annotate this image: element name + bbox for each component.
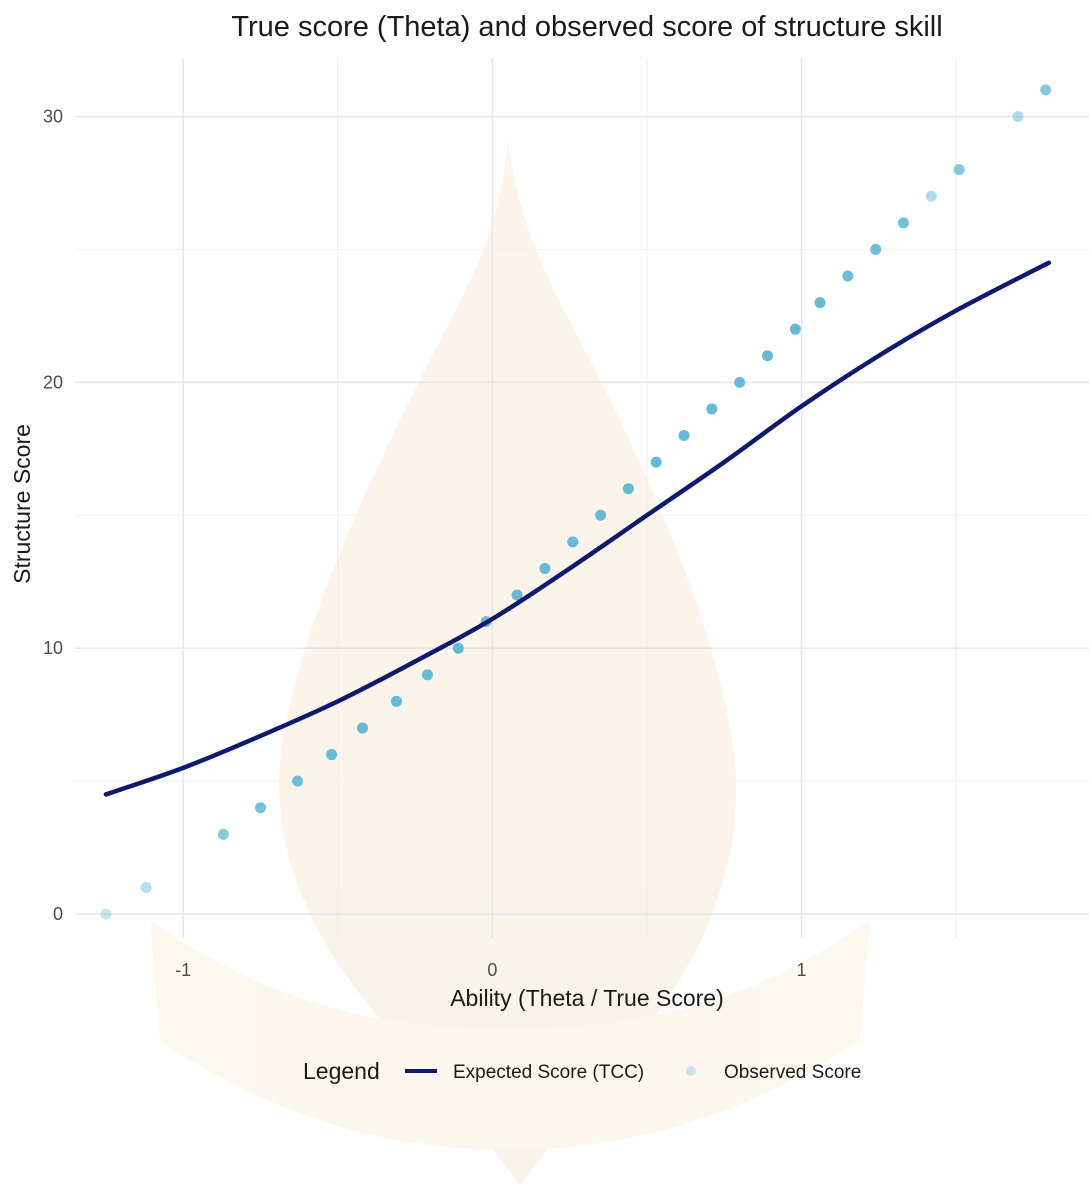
observed-point	[870, 243, 882, 255]
y-axis-title: Structure Score	[9, 424, 35, 584]
observed-point	[925, 190, 937, 202]
legend: Legend Expected Score (TCC) Observed Sco…	[303, 1058, 861, 1084]
x-tick-label: 1	[796, 960, 806, 980]
observed-point	[217, 828, 229, 840]
observed-point	[595, 509, 607, 521]
y-tick-label: 30	[43, 106, 63, 126]
observed-point	[898, 217, 910, 229]
observed-point	[254, 802, 266, 814]
observed-point	[789, 323, 801, 335]
observed-point	[622, 483, 634, 495]
y-tick-label: 0	[53, 904, 63, 924]
expected-score-line	[103, 260, 1052, 797]
observed-point	[953, 164, 965, 176]
observed-point	[567, 536, 579, 548]
observed-point	[650, 456, 662, 468]
observed-point	[326, 749, 338, 761]
x-tick-labels: -1 0 1	[175, 960, 806, 980]
watermark-emblem	[150, 140, 870, 1185]
legend-label-observed: Observed Score	[724, 1062, 861, 1083]
observed-point	[511, 589, 523, 601]
x-tick-label: -1	[175, 960, 191, 980]
legend-point-swatch	[686, 1066, 696, 1076]
observed-point	[814, 297, 826, 309]
watermark-ribbon-shape	[150, 920, 870, 1150]
plot-layer	[100, 84, 1052, 920]
observed-point	[1012, 110, 1024, 122]
observed-point	[100, 908, 112, 920]
observed-point	[452, 642, 464, 654]
observed-point	[421, 669, 433, 681]
observed-point	[761, 350, 773, 362]
observed-point	[292, 775, 304, 787]
observed-point	[842, 270, 854, 282]
legend-label-expected: Expected Score (TCC)	[453, 1062, 644, 1083]
observed-point	[140, 881, 152, 893]
x-tick-label: 0	[487, 960, 497, 980]
y-tick-label: 10	[43, 638, 63, 658]
y-tick-label: 20	[43, 372, 63, 392]
chart-title: True score (Theta) and observed score of…	[231, 11, 942, 43]
x-axis-title: Ability (Theta / True Score)	[450, 985, 724, 1011]
watermark-flame-shape	[279, 140, 737, 1185]
observed-point	[678, 430, 690, 442]
observed-point	[734, 376, 746, 388]
observed-point	[706, 403, 718, 415]
observed-point	[357, 722, 369, 734]
observed-point	[539, 562, 551, 574]
y-tick-labels: 0 10 20 30	[43, 106, 63, 924]
observed-point	[391, 695, 403, 707]
observed-point	[1040, 84, 1052, 96]
grid-layer	[75, 58, 1089, 938]
legend-title: Legend	[303, 1058, 380, 1084]
